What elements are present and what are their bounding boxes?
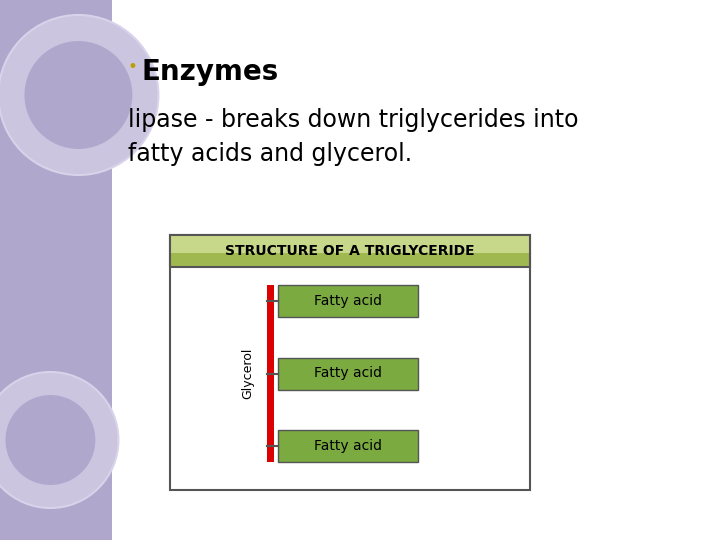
Bar bbox=[170, 253, 530, 267]
Circle shape bbox=[4, 394, 96, 486]
Circle shape bbox=[23, 40, 133, 150]
Bar bbox=[266, 285, 274, 462]
Bar bbox=[278, 285, 418, 317]
Text: Fatty acid: Fatty acid bbox=[314, 439, 382, 453]
Circle shape bbox=[0, 372, 118, 508]
Bar bbox=[278, 357, 418, 389]
Bar bbox=[170, 235, 530, 490]
Bar bbox=[170, 235, 530, 267]
Text: Glycerol: Glycerol bbox=[241, 348, 254, 399]
Bar bbox=[278, 430, 418, 462]
Text: Enzymes: Enzymes bbox=[142, 58, 279, 86]
Text: •: • bbox=[128, 58, 138, 76]
Text: lipase - breaks down triglycerides into
fatty acids and glycerol.: lipase - breaks down triglycerides into … bbox=[128, 108, 578, 165]
Text: Fatty acid: Fatty acid bbox=[314, 367, 382, 381]
Bar bbox=[0, 0, 112, 540]
Text: Fatty acid: Fatty acid bbox=[314, 294, 382, 308]
Bar bbox=[170, 235, 530, 253]
Circle shape bbox=[0, 15, 158, 175]
Text: STRUCTURE OF A TRIGLYCERIDE: STRUCTURE OF A TRIGLYCERIDE bbox=[225, 244, 474, 258]
